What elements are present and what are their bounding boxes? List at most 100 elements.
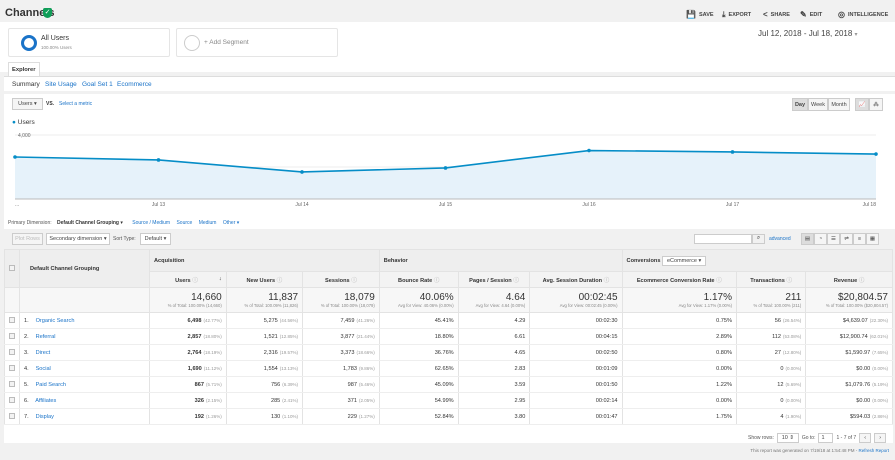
dimension-medium[interactable]: Medium [198,220,217,226]
channel-link[interactable]: Display [35,413,54,420]
channel-link[interactable]: Paid Search [35,381,67,388]
comparison-view-icon[interactable]: ⇌ [840,233,853,245]
intelligence-button[interactable]: ◎ INTELLIGENCE [838,10,888,19]
help-icon: ⓘ [786,277,792,284]
pivot-view-icon[interactable]: ▦ [866,233,879,245]
group-conversions: Conversions eCommerce ▾ [621,249,894,272]
secondary-dimension-label: Secondary dimension [49,236,103,242]
select-metric-link[interactable]: Select a metric [59,101,93,107]
segment-all-users[interactable]: All Users 100.00% Users [8,28,170,57]
dimension-source[interactable]: Source [176,220,193,226]
cell-pps: 4.29 [457,312,531,329]
date-range-picker[interactable]: Jul 12, 2018 - Jul 18, 2018 ▾ [758,29,858,38]
sess-percent: (5.46%) [359,381,375,387]
rev-percent: (2.86%) [872,413,888,419]
chart-legend: ● Users [12,119,35,126]
column-header-sessions[interactable]: Sessions ⓘ [302,271,380,288]
period-week-button[interactable]: Week [808,98,828,111]
rows-value: 10 [781,435,788,441]
column-label: Avg. Session Duration [542,277,603,284]
cell-sess: 7,459 (41.26%) [302,312,380,329]
period-month-button[interactable]: Month [828,98,850,111]
pie-view-icon[interactable]: ◔ [814,233,827,245]
advanced-filter-link[interactable]: advanced [769,236,791,242]
table-view-buttons: ▤ ◔ ☰ ⇌ ≡ ▦ [801,233,879,245]
users-value: 2,764 [187,349,202,356]
new-value: 1,554 [263,365,278,372]
subtab-ecommerce[interactable]: Ecommerce [117,81,152,88]
conversion-type-select[interactable]: eCommerce ▾ [662,255,707,266]
dur-value: 00:04:15 [595,333,618,340]
performance-view-icon[interactable]: ☰ [827,233,840,245]
total-value: 4.64 [505,292,526,303]
pps-value: 2.95 [514,397,526,404]
select-all-checkbox[interactable] [9,264,15,271]
dimension-default-channel-grouping[interactable]: Default Channel Grouping [57,220,119,226]
line-chart-icon[interactable]: 📈 [855,98,869,111]
cell-users: 1,690 (11.12%) [149,360,227,377]
cell-sess: 229 (1.27%) [302,408,380,425]
total-cell: 18,079% of Total: 100.00% (18,079) [302,287,380,313]
rev-percent: (0.00%) [872,397,888,403]
column-header-ecommerce-conversion-rate[interactable]: Ecommerce Conversion Rate ⓘ [621,271,738,288]
row-checkbox[interactable] [9,380,15,387]
plot-rows-button[interactable]: Plot Rows [12,233,43,245]
column-header-new-users[interactable]: New Users ⓘ [225,271,304,288]
data-table-view-icon[interactable]: ▤ [801,233,814,245]
prev-page-button[interactable]: ‹ [859,433,872,443]
column-header-revenue[interactable]: Revenue ⓘ [805,271,893,288]
column-label: Transactions [750,277,785,284]
column-label: Pages / Session [469,277,512,284]
next-page-button[interactable]: › [874,433,887,443]
subtab-site-usage[interactable]: Site Usage [45,81,77,88]
dimension-other[interactable]: Other [222,220,236,226]
row-checkbox[interactable] [9,316,15,323]
report-generated-text: This report was generated on 7/19/18 at … [750,448,859,453]
row-checkbox[interactable] [9,396,15,403]
column-header-bounce-rate[interactable]: Bounce Rate ⓘ [378,271,459,288]
export-button[interactable]: ⤓ EXPORT [722,10,751,20]
search-icon[interactable]: ⌕ [752,234,765,244]
channel-link[interactable]: Affiliates [35,397,57,404]
add-segment-button[interactable]: + Add Segment [176,28,338,57]
rev-percent: (7.65%) [872,349,888,355]
save-button[interactable]: 💾 SAVE [686,10,714,19]
subtab-summary[interactable]: Summary [12,81,40,88]
rev-percent: (22.30%) [869,317,888,323]
share-button[interactable]: < SHARE [763,10,790,19]
channel-link[interactable]: Direct [35,349,51,356]
sess-percent: (1.27%) [359,413,375,419]
tab-explorer[interactable]: Explorer [8,62,40,76]
sort-type-select[interactable]: Default ▾ [140,233,171,245]
period-day-button[interactable]: Day [792,98,808,111]
total-cell: 211% of Total: 100.00% (211) [736,287,807,313]
table-search-input[interactable] [694,234,752,244]
column-header-avg-session-duration[interactable]: Avg. Session Duration ⓘ [529,271,623,288]
term-cloud-view-icon[interactable]: ≡ [853,233,866,245]
table-row: 3. Direct 2,764 (18.19%) 2,316 (19.57%) 3,373… [4,344,893,361]
total-sub: Avg for View: 00:02:45 (0.00%) [559,303,618,308]
dimension-source-medium[interactable]: Source / Medium [132,220,171,226]
cell-dur: 00:01:50 [529,376,623,393]
dimension-header[interactable]: Default Channel Grouping [19,249,150,288]
channel-link[interactable]: Social [35,365,51,372]
show-rows-select[interactable]: 10 ⇕ [776,433,799,443]
metric-select[interactable]: Users ▾ [12,98,43,110]
column-header-pages-session[interactable]: Pages / Session ⓘ [457,271,531,288]
row-checkbox[interactable] [9,364,15,371]
row-checkbox[interactable] [9,332,15,339]
edit-button[interactable]: ✎ EDIT [800,10,822,19]
column-header-users[interactable]: Users ⓘ ↓ [149,271,227,288]
motion-chart-icon[interactable]: ⁂ [869,98,883,111]
row-checkbox[interactable] [9,348,15,355]
secondary-dimension-select[interactable]: Secondary dimension ▾ [46,233,110,245]
channel-link[interactable]: Referral [35,333,56,340]
goto-input[interactable]: 1 [818,433,834,443]
refresh-report-link[interactable]: Refresh Report [858,448,889,453]
sort-desc-icon[interactable]: ↓ [218,275,222,282]
column-header-transactions[interactable]: Transactions ⓘ [736,271,807,288]
pps-value: 6.61 [514,333,526,340]
row-checkbox[interactable] [9,412,15,419]
subtab-goal-set-1[interactable]: Goal Set 1 [82,81,113,88]
channel-link[interactable]: Organic Search [35,317,75,324]
